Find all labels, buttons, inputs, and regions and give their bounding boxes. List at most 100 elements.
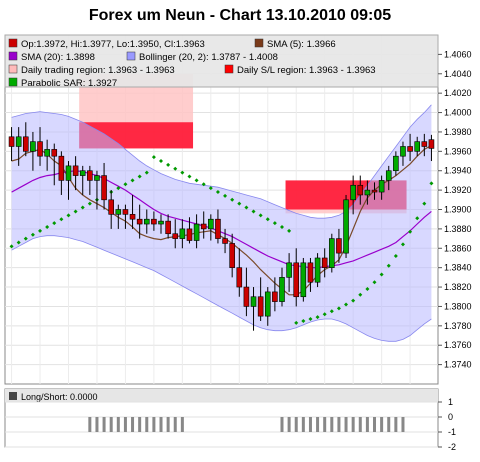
lower-y-axis: 1 0 -1 -2 (438, 397, 456, 452)
y-tick-label: 1.3920 (444, 185, 472, 195)
candle-body (87, 170, 93, 181)
candle-body (208, 218, 214, 230)
candle-body (65, 165, 72, 181)
long-short-bar (387, 417, 391, 432)
candle-body (421, 141, 428, 147)
sar-point (237, 201, 242, 206)
sar-point (180, 170, 185, 175)
candle-body (8, 136, 15, 147)
candle-body (172, 233, 179, 239)
candle-body (165, 220, 171, 235)
main-y-axis: 1.3740 1.3760 1.3780 1.3800 1.3820 1.3840 1.38… (438, 49, 472, 370)
y-tick-label: 1.3940 (444, 166, 472, 176)
y-tick-label: 1.4020 (444, 88, 472, 98)
legend-item: Parabolic SAR: 1.3927 (21, 78, 117, 89)
parabolic-sar-layer (9, 155, 434, 325)
candle-body (151, 218, 157, 225)
y-tick-label: 1.3860 (444, 243, 472, 253)
candle-body (222, 238, 228, 244)
long-short-bar (95, 417, 99, 432)
candle-body (364, 189, 371, 196)
sar-point (400, 242, 405, 247)
sar-point (66, 213, 71, 218)
long-short-bars (88, 417, 405, 432)
sar-point (372, 280, 377, 285)
sar-point (279, 224, 284, 229)
sar-point (358, 292, 363, 297)
long-short-bar (380, 417, 384, 432)
sar-point (415, 216, 420, 221)
long-short-bar (316, 417, 320, 432)
candle-body (72, 165, 79, 176)
sar-point (73, 209, 78, 214)
long-short-bar (330, 417, 334, 432)
candle-body (58, 155, 65, 181)
long-short-bar (308, 417, 312, 432)
candle-body (257, 296, 264, 317)
long-short-bar (337, 417, 341, 432)
candle-body (136, 218, 143, 225)
candle-body (115, 209, 122, 215)
sar-point (386, 263, 391, 268)
long-short-bar (152, 417, 156, 432)
long-short-bar (102, 417, 106, 432)
sar-point (59, 217, 64, 222)
long-short-bar (159, 417, 163, 432)
lower-y-tick-label: 0 (448, 412, 453, 422)
long-short-bar (131, 417, 135, 432)
legend-item: Daily S/L region: 1.3963 - 1.3963 (237, 65, 376, 76)
legend-swatch (126, 51, 136, 61)
y-tick-label: 1.4060 (444, 49, 472, 59)
sar-point (351, 298, 356, 303)
legend: Op:1.3972, Hi:1.3977, Lo:1.3950, Cl:1.39… (8, 38, 376, 89)
legend-background (4, 34, 439, 88)
candle-body (307, 262, 314, 283)
candle-body (357, 184, 364, 196)
legend-item: Daily trading region: 1.3963 - 1.3963 (21, 65, 175, 76)
candle-body (279, 277, 285, 302)
candle-body (200, 223, 207, 230)
sar-point (244, 205, 249, 210)
candle-body (122, 209, 129, 215)
long-short-bar (109, 417, 113, 432)
candle-body (236, 267, 243, 288)
candle-body (350, 184, 356, 201)
y-tick-label: 1.3840 (444, 263, 472, 273)
sar-point (9, 244, 14, 249)
sar-point (80, 205, 85, 210)
long-short-bar (294, 417, 298, 432)
long-short-bar (401, 417, 405, 432)
legend-swatch (224, 64, 234, 74)
long-short-bar (287, 417, 291, 432)
y-tick-label: 1.3820 (444, 282, 472, 292)
candle-body (393, 155, 399, 172)
sar-point (215, 190, 220, 195)
candle-body (378, 180, 385, 193)
lower-legend-background (5, 389, 438, 402)
long-short-bar (173, 417, 177, 432)
sar-point (45, 224, 50, 229)
candle-body (94, 175, 100, 181)
sar-point (408, 229, 413, 234)
candles-layer (8, 122, 435, 331)
candle-body (286, 262, 292, 278)
lower-y-tick-label: -1 (448, 427, 456, 437)
lower-legend-text: Long/Short: 0.0000 (21, 392, 98, 402)
sar-point (308, 317, 313, 322)
long-short-bar (344, 417, 348, 432)
candle-body (186, 228, 193, 241)
sar-point (344, 302, 349, 307)
long-short-bar (280, 417, 284, 432)
sar-point (123, 182, 128, 187)
sar-point (294, 320, 299, 325)
candle-body (264, 291, 271, 317)
sar-point (223, 193, 228, 198)
legend-swatch (8, 38, 18, 48)
sar-point (258, 213, 263, 218)
candle-body (229, 243, 235, 268)
legend-swatch (254, 38, 264, 48)
candle-body (179, 228, 186, 239)
sar-point (301, 318, 306, 323)
long-short-bar (365, 417, 369, 432)
sar-point (16, 240, 21, 245)
